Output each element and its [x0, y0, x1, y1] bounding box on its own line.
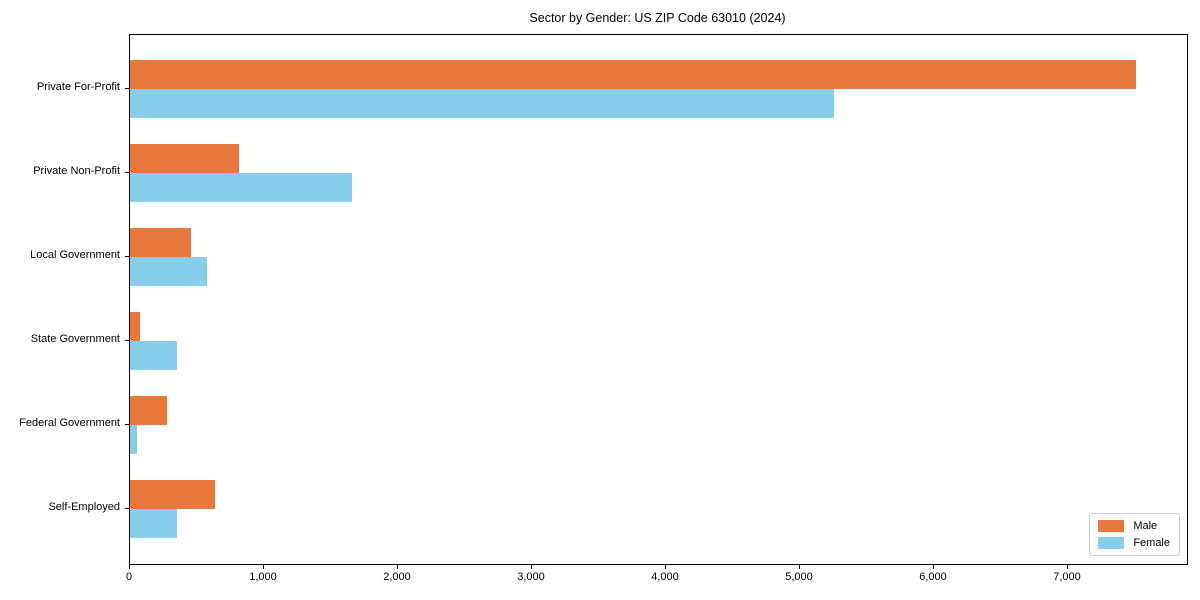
y-axis-tick	[125, 424, 129, 425]
y-axis-category-label: Local Government	[30, 249, 120, 261]
legend-label-female: Female	[1133, 537, 1170, 549]
bar-male-1	[130, 60, 1137, 89]
y-axis-tick	[125, 172, 129, 173]
legend: Male Female	[1089, 513, 1180, 556]
bar-female-3	[130, 257, 208, 286]
y-axis-category-label: State Government	[30, 333, 120, 345]
y-axis-tick	[125, 88, 129, 89]
x-axis-tick	[665, 565, 666, 569]
bar-female-6	[130, 509, 177, 538]
x-axis-tick	[397, 565, 398, 569]
bar-female-5	[130, 425, 137, 454]
x-axis-tick-label: 5,000	[785, 571, 813, 583]
y-axis-category-label: Private Non-Profit	[33, 165, 120, 177]
bar-female-2	[130, 173, 352, 202]
x-axis-tick	[799, 565, 800, 569]
y-axis-tick	[125, 256, 129, 257]
x-axis-tick	[933, 565, 934, 569]
bar-male-3	[130, 228, 191, 257]
bar-male-4	[130, 312, 141, 341]
bar-male-5	[130, 396, 167, 425]
x-axis-tick-label: 7,000	[1053, 571, 1081, 583]
x-axis-tick-label: 1,000	[249, 571, 277, 583]
legend-swatch-female	[1098, 537, 1125, 549]
x-axis-tick-label: 2,000	[383, 571, 411, 583]
x-axis-tick-label: 6,000	[919, 571, 947, 583]
y-axis-tick	[125, 340, 129, 341]
x-axis-tick	[531, 565, 532, 569]
legend-swatch-male	[1098, 520, 1125, 532]
legend-item-female: Female	[1098, 537, 1170, 549]
x-axis-tick-label: 4,000	[651, 571, 679, 583]
y-axis-category-label: Private For-Profit	[36, 81, 120, 93]
bar-female-1	[130, 89, 835, 118]
chart-title: Sector by Gender: US ZIP Code 63010 (202…	[529, 11, 786, 25]
x-axis-tick	[129, 565, 130, 569]
plot-area: Male Female	[129, 34, 1188, 565]
y-axis-tick	[125, 508, 129, 509]
legend-item-male: Male	[1098, 520, 1170, 532]
y-axis-category-label: Self-Employed	[48, 501, 120, 513]
y-axis-category-label: Federal Government	[19, 417, 120, 429]
bar-male-2	[130, 144, 239, 173]
bar-male-6	[130, 480, 216, 509]
x-axis-tick-label: 3,000	[517, 571, 545, 583]
x-axis-tick	[1067, 565, 1068, 569]
legend-label-male: Male	[1133, 520, 1158, 532]
x-axis-tick-label: 0	[125, 571, 133, 583]
x-axis-tick	[263, 565, 264, 569]
bar-female-4	[130, 341, 177, 370]
